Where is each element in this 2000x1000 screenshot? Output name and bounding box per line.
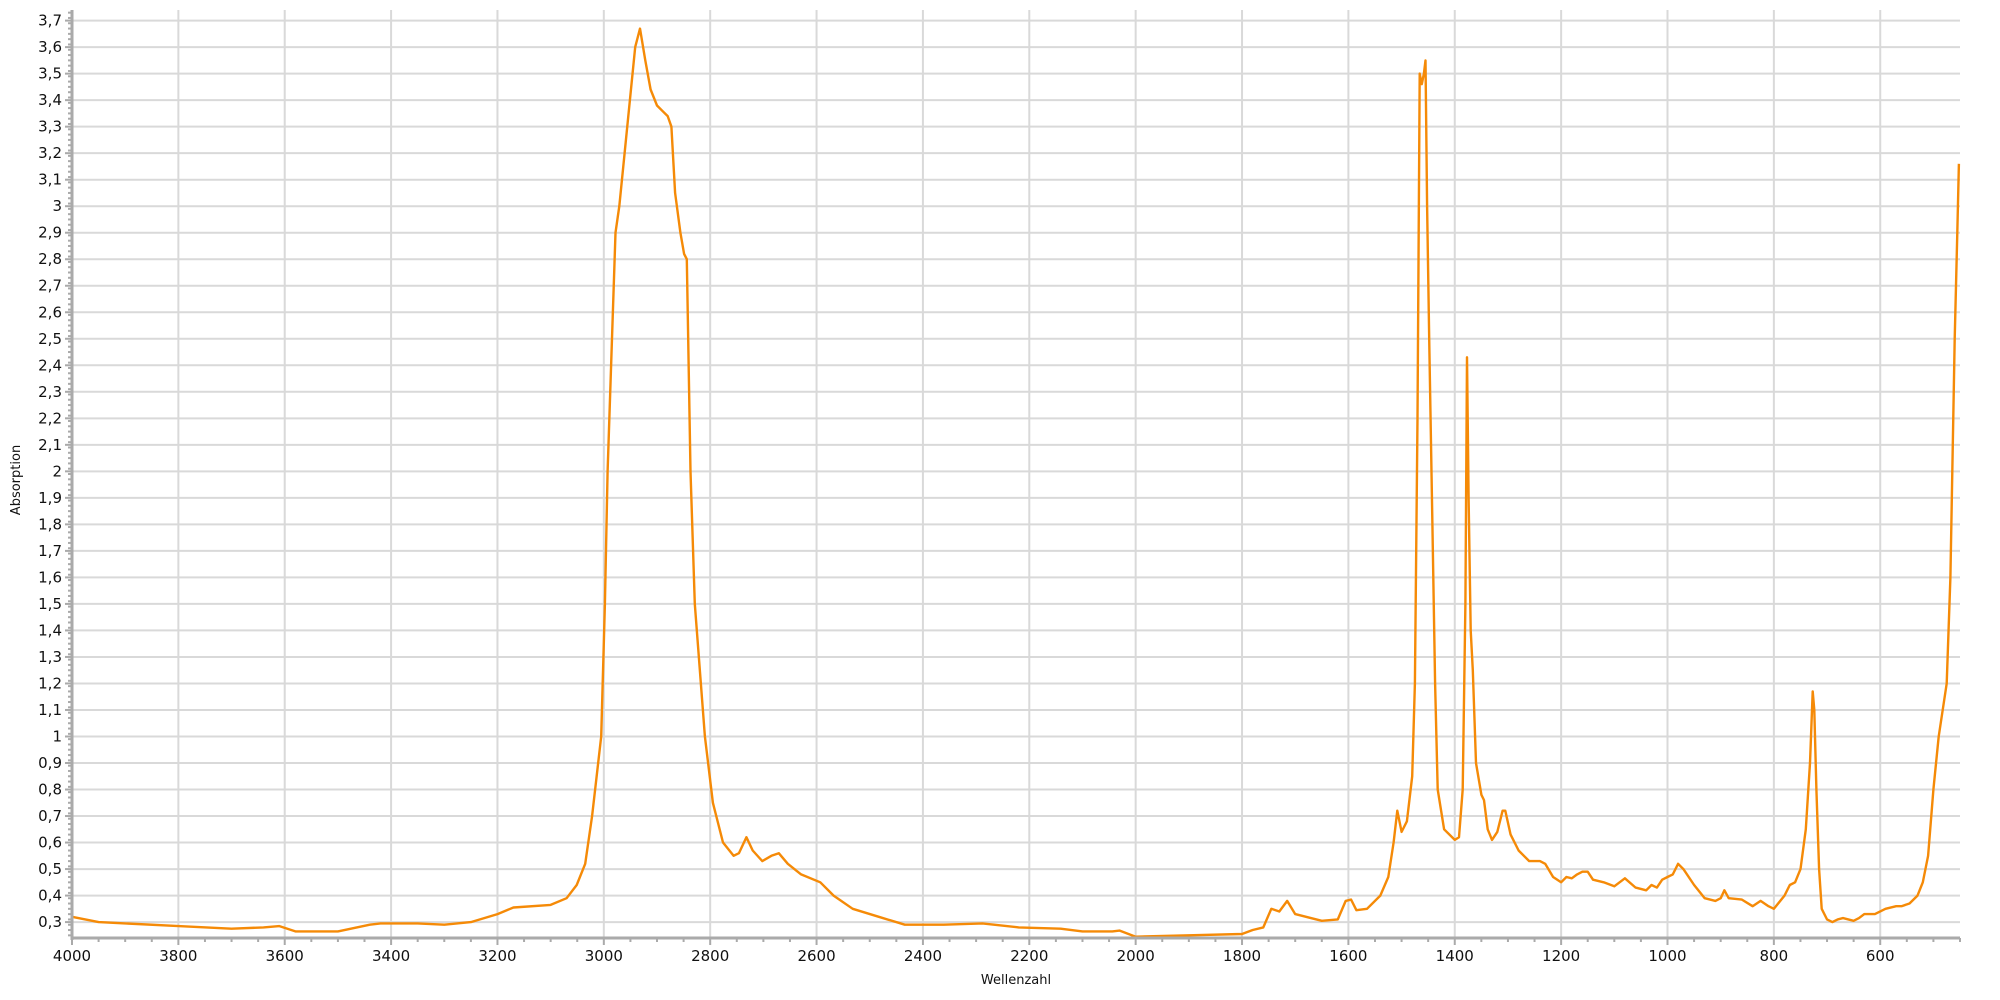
x-tick-label: 800 (1760, 947, 1789, 965)
y-tick-label: 0,7 (38, 807, 62, 825)
x-tick-label: 1800 (1223, 947, 1261, 965)
x-tick-label: 1400 (1436, 947, 1474, 965)
y-tick-label: 2,4 (38, 356, 62, 374)
y-tick-label: 2,9 (38, 224, 62, 242)
y-tick-label: 1,7 (38, 542, 62, 560)
y-tick-label: 0,9 (38, 754, 62, 772)
y-tick-label: 2,6 (38, 303, 62, 321)
y-tick-label: 2,2 (38, 409, 62, 427)
y-tick-label: 1,1 (38, 701, 62, 719)
y-tick-label: 1,3 (38, 648, 62, 666)
y-tick-label: 2,3 (38, 383, 62, 401)
x-tick-label: 1000 (1648, 947, 1686, 965)
y-tick-label: 1,2 (38, 674, 62, 692)
y-tick-label: 3,3 (38, 118, 62, 136)
x-tick-label: 3600 (266, 947, 304, 965)
x-tick-label: 2600 (797, 947, 835, 965)
grid (71, 10, 1960, 938)
y-tick-label: 2 (52, 462, 62, 480)
y-tick-label: 3,5 (38, 65, 62, 83)
x-tick-label: 3000 (585, 947, 623, 965)
y-tick-label: 0,5 (38, 860, 62, 878)
y-axis-title: Absorption (9, 445, 24, 515)
x-tick-label: 4000 (53, 947, 91, 965)
y-tick-label: 3,1 (38, 171, 62, 189)
y-tick-label: 1 (52, 727, 62, 745)
x-tick-label: 600 (1866, 947, 1895, 965)
x-tick-label: 1200 (1542, 947, 1580, 965)
x-tick-label: 3800 (159, 947, 197, 965)
y-tick-label: 3 (52, 197, 62, 215)
y-tick-label: 2,1 (38, 436, 62, 454)
x-tick-label: 1600 (1329, 947, 1367, 965)
y-tick-label: 0,8 (38, 781, 62, 799)
y-tick-label: 1,9 (38, 489, 62, 507)
y-tick-label: 1,6 (38, 568, 62, 586)
y-tick-label: 0,6 (38, 834, 62, 852)
y-tick-label: 0,3 (38, 913, 62, 931)
x-tick-label: 3400 (372, 947, 410, 965)
y-tick-label: 1,4 (38, 621, 62, 639)
x-tick-label: 2800 (691, 947, 729, 965)
y-tick-label: 2,8 (38, 250, 62, 268)
y-tick-label: 3,4 (38, 91, 62, 109)
x-tick-label: 2200 (1010, 947, 1048, 965)
y-tick-label: 1,5 (38, 595, 62, 613)
x-tick-label: 2000 (1117, 947, 1155, 965)
y-tick-label: 0,4 (38, 887, 62, 905)
tick-labels: 0,3 0,4 0,5 0,6 0,7 0,8 0,9 1 1,1 1,2 1,3 1,4 1,5 1,6… (38, 12, 1894, 965)
x-tick-label: 2400 (904, 947, 942, 965)
y-tick-label: 1,8 (38, 515, 62, 533)
y-tick-label: 2,5 (38, 330, 62, 348)
series-layer (71, 27, 1961, 938)
y-tick-label: 3,2 (38, 144, 62, 162)
axes (65, 10, 1961, 945)
x-axis-title: Wellenzahl (981, 973, 1051, 988)
y-tick-label: 3,6 (38, 38, 62, 56)
x-tick-label: 3200 (478, 947, 516, 965)
y-tick-label: 2,7 (38, 277, 62, 295)
spectrum-line (71, 27, 1961, 938)
y-tick-label: 3,7 (38, 12, 62, 30)
